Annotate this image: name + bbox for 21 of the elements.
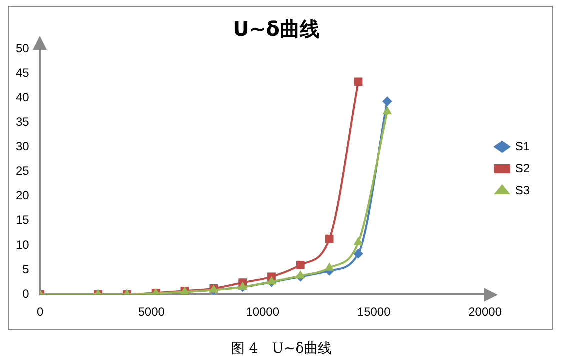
y-tick-label: 30 xyxy=(16,140,30,154)
y-tick-label: 15 xyxy=(16,213,30,228)
y-tick-label: 20 xyxy=(16,188,30,203)
y-tick-label: 40 xyxy=(16,90,30,104)
legend-label: S1 xyxy=(515,139,530,154)
x-tick-label: 5000 xyxy=(138,305,166,320)
y-tick-label: 45 xyxy=(16,66,30,80)
x-tick-label: 0 xyxy=(37,305,44,320)
x-tick-label: 20000 xyxy=(468,305,502,320)
chart-title: U~δ曲线 xyxy=(233,17,320,42)
y-tick-label: 50 xyxy=(16,41,30,56)
y-tick-label: 35 xyxy=(16,114,30,129)
legend-label: S2 xyxy=(515,161,530,176)
y-tick-label: 5 xyxy=(22,262,30,276)
x-tick-label: 15000 xyxy=(357,305,392,320)
y-tick-label: 10 xyxy=(16,238,30,252)
caption: 图 4 U~δ曲线 xyxy=(230,340,334,358)
legend-label: S3 xyxy=(515,183,530,198)
y-tick-label: 0 xyxy=(22,286,30,301)
x-tick-label: 10000 xyxy=(246,305,280,320)
y-tick-label: 25 xyxy=(16,164,30,178)
